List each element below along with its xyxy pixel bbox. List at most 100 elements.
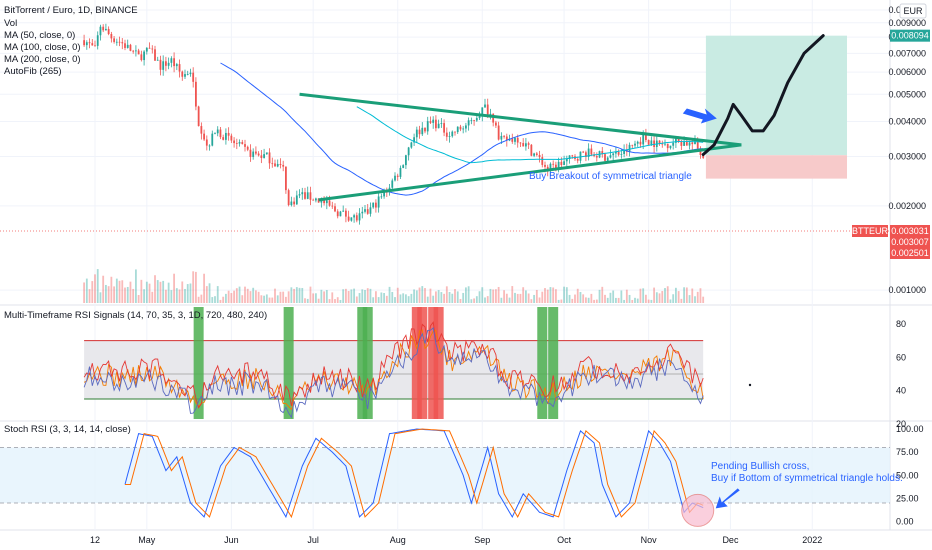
candle-body[interactable] bbox=[293, 201, 295, 205]
candle-body[interactable] bbox=[462, 128, 465, 130]
candle-body[interactable] bbox=[533, 153, 535, 156]
candle-body[interactable] bbox=[366, 209, 369, 214]
candle-body[interactable] bbox=[405, 155, 407, 166]
candle-body[interactable] bbox=[451, 131, 454, 137]
legend-ma100[interactable]: MA (100, close, 0) bbox=[4, 42, 81, 53]
candle-body[interactable] bbox=[514, 137, 516, 142]
candle-body[interactable] bbox=[353, 215, 355, 218]
candle-body[interactable] bbox=[255, 151, 257, 154]
candle-body[interactable] bbox=[195, 81, 197, 107]
candle-body[interactable] bbox=[181, 71, 184, 77]
projected-path[interactable] bbox=[701, 34, 825, 156]
candle-body[interactable] bbox=[331, 205, 334, 207]
candle-body[interactable] bbox=[620, 153, 623, 155]
candle-body[interactable] bbox=[672, 142, 675, 146]
candle-body[interactable] bbox=[500, 135, 503, 140]
rsi-signal-bar[interactable] bbox=[417, 307, 428, 419]
candle-body[interactable] bbox=[295, 195, 298, 205]
candle-body[interactable] bbox=[587, 148, 590, 157]
candle-body[interactable] bbox=[241, 142, 244, 145]
candle-body[interactable] bbox=[317, 198, 320, 203]
candle-body[interactable] bbox=[658, 140, 661, 144]
candle-body[interactable] bbox=[628, 144, 631, 152]
rsi-signal-bar[interactable] bbox=[411, 307, 422, 419]
candle-body[interactable] bbox=[459, 126, 462, 130]
candle-body[interactable] bbox=[527, 143, 530, 145]
candle-body[interactable] bbox=[675, 138, 677, 143]
candle-body[interactable] bbox=[282, 164, 285, 167]
candle-body[interactable] bbox=[391, 180, 394, 188]
candle-body[interactable] bbox=[170, 58, 173, 63]
candle-body[interactable] bbox=[563, 161, 565, 166]
candle-body[interactable] bbox=[227, 132, 230, 136]
candle-body[interactable] bbox=[222, 137, 225, 140]
candle-body[interactable] bbox=[203, 133, 205, 140]
candle-body[interactable] bbox=[328, 200, 331, 206]
candle-body[interactable] bbox=[102, 26, 105, 31]
triangle-upper-line[interactable] bbox=[299, 92, 742, 147]
candle-body[interactable] bbox=[421, 127, 424, 135]
rsi-signal-bar[interactable] bbox=[537, 307, 548, 419]
candle-body[interactable] bbox=[336, 211, 339, 217]
legend-autofib[interactable]: AutoFib (265) bbox=[4, 66, 62, 77]
candle-body[interactable] bbox=[631, 144, 634, 146]
candle-body[interactable] bbox=[216, 129, 219, 134]
candle-body[interactable] bbox=[361, 211, 364, 214]
candle-body[interactable] bbox=[549, 163, 552, 171]
candle-body[interactable] bbox=[680, 141, 683, 146]
candle-body[interactable] bbox=[429, 121, 432, 123]
candle-body[interactable] bbox=[435, 119, 437, 129]
candle-body[interactable] bbox=[380, 196, 383, 198]
candle-body[interactable] bbox=[208, 145, 211, 147]
candle-body[interactable] bbox=[372, 202, 375, 208]
candle-body[interactable] bbox=[595, 156, 598, 158]
candle-body[interactable] bbox=[426, 121, 429, 132]
candle-body[interactable] bbox=[238, 142, 241, 144]
candle-body[interactable] bbox=[565, 158, 568, 162]
candle-body[interactable] bbox=[396, 175, 399, 177]
candle-body[interactable] bbox=[424, 127, 426, 132]
candle-body[interactable] bbox=[369, 207, 372, 214]
candle-body[interactable] bbox=[525, 143, 527, 147]
candle-body[interactable] bbox=[334, 206, 336, 212]
candle-body[interactable] bbox=[126, 44, 129, 48]
candle-body[interactable] bbox=[440, 123, 443, 124]
candle-body[interactable] bbox=[669, 145, 672, 149]
candle-body[interactable] bbox=[579, 151, 582, 161]
candle-body[interactable] bbox=[287, 190, 290, 206]
candle-body[interactable] bbox=[377, 196, 380, 208]
legend-ma50[interactable]: MA (50, close, 0) bbox=[4, 30, 75, 41]
candle-body[interactable] bbox=[375, 202, 377, 208]
candle-body[interactable] bbox=[557, 161, 560, 169]
candle-body[interactable] bbox=[516, 137, 519, 143]
legend-ma200[interactable]: MA (200, close, 0) bbox=[4, 54, 81, 65]
candle-body[interactable] bbox=[418, 129, 421, 135]
candle-body[interactable] bbox=[634, 143, 636, 146]
rsi-signal-bar[interactable] bbox=[433, 307, 444, 419]
candle-body[interactable] bbox=[107, 28, 110, 35]
candle-body[interactable] bbox=[552, 163, 555, 165]
candle-body[interactable] bbox=[167, 62, 170, 66]
candle-body[interactable] bbox=[612, 153, 615, 156]
candle-body[interactable] bbox=[617, 152, 620, 155]
candle-body[interactable] bbox=[290, 201, 293, 206]
candle-body[interactable] bbox=[702, 155, 705, 158]
candle-body[interactable] bbox=[664, 143, 666, 145]
candle-body[interactable] bbox=[175, 64, 178, 67]
rsi-signal-bar[interactable] bbox=[193, 307, 204, 419]
candle-body[interactable] bbox=[91, 43, 94, 46]
candle-body[interactable] bbox=[407, 147, 410, 156]
candle-body[interactable] bbox=[495, 122, 497, 126]
candle-body[interactable] bbox=[645, 134, 647, 140]
candle-body[interactable] bbox=[159, 59, 162, 70]
projection-path[interactable] bbox=[682, 34, 825, 156]
candles[interactable] bbox=[83, 23, 705, 225]
candle-body[interactable] bbox=[470, 120, 473, 121]
candle-body[interactable] bbox=[694, 140, 696, 145]
candle-body[interactable] bbox=[437, 123, 440, 129]
candle-body[interactable] bbox=[530, 144, 533, 156]
candle-body[interactable] bbox=[481, 107, 484, 117]
candle-body[interactable] bbox=[200, 126, 203, 134]
candle-body[interactable] bbox=[410, 142, 413, 148]
candle-body[interactable] bbox=[124, 43, 126, 48]
